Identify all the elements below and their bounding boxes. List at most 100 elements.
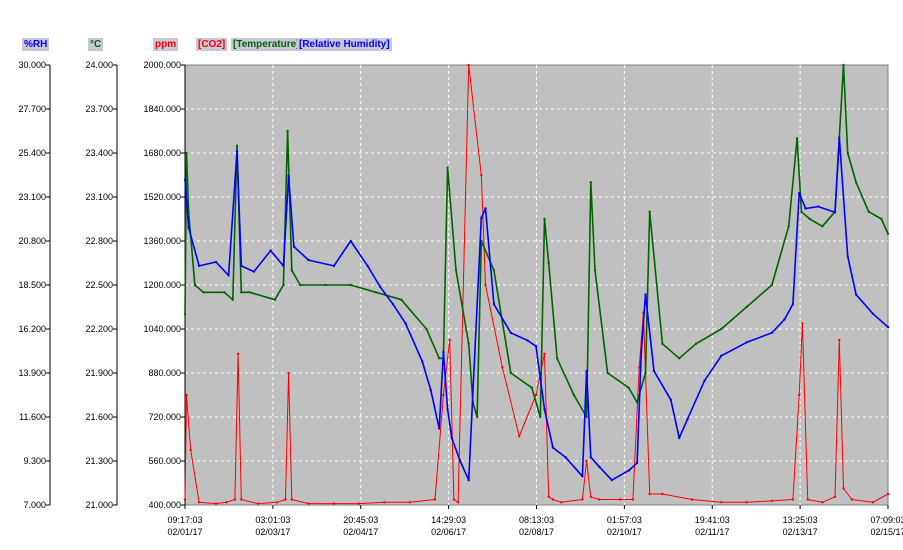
data-point-co2: [638, 366, 641, 369]
data-point-humidity: [307, 258, 310, 262]
x-tick-date: 02/04/17: [343, 527, 378, 537]
data-point-co2: [720, 501, 723, 504]
data-point-co2: [850, 498, 854, 501]
data-point-humidity: [846, 255, 849, 258]
data-point-co2: [467, 63, 470, 67]
co2-unit-label: ppm: [153, 38, 179, 51]
data-point-humidity: [404, 322, 407, 325]
data-point-humidity: [269, 249, 272, 252]
co2-tick-label: 1840.000: [143, 104, 181, 114]
data-point-humidity: [585, 369, 588, 373]
data-point-humidity: [534, 345, 538, 348]
legend-relative-humidity[interactable]: [Relative Humidity]: [297, 38, 392, 51]
axes: 30.000 27.700 25.400 23.100 20.800 18.500 16.2…: [18, 60, 903, 537]
data-point-temperature: [374, 291, 378, 294]
data-point-temperature: [661, 342, 664, 345]
data-point-co2: [534, 393, 538, 397]
data-point-temperature: [547, 261, 550, 265]
data-point-humidity: [543, 408, 546, 411]
co2-tick-label: 880.000: [148, 368, 181, 378]
co2-tick-label: 1040.000: [143, 324, 181, 334]
data-point-humidity: [770, 331, 774, 334]
data-point-humidity: [442, 350, 445, 354]
data-point-co2: [442, 393, 445, 397]
data-point-co2: [501, 366, 504, 369]
data-point-humidity: [227, 274, 230, 277]
data-point-humidity: [678, 436, 681, 440]
x-tick-time: 03:01:03: [255, 515, 290, 525]
data-point-co2: [183, 498, 187, 501]
data-point-co2: [581, 498, 584, 501]
data-point-humidity: [783, 318, 786, 321]
x-tick-date: 02/11/17: [695, 527, 729, 537]
data-point-co2: [871, 501, 875, 504]
data-point-temperature: [678, 357, 681, 360]
data-point-co2: [798, 393, 801, 397]
co2-tick-label: 720.000: [148, 412, 181, 422]
data-point-co2: [518, 435, 521, 438]
data-point-co2: [185, 393, 188, 397]
data-point-humidity: [446, 408, 449, 411]
data-point-co2: [197, 501, 201, 504]
humidity-tick-label: 23.100: [18, 192, 46, 202]
data-point-humidity: [798, 192, 801, 195]
data-point-temperature: [821, 225, 824, 228]
data-point-co2: [233, 498, 237, 501]
data-point-co2: [290, 498, 293, 501]
data-point-temperature: [299, 283, 302, 287]
data-point-temperature: [572, 393, 576, 397]
legend-temperature[interactable]: [Temperature]: [231, 38, 302, 51]
data-point-temperature: [886, 232, 890, 235]
data-point-co2: [838, 338, 841, 342]
x-tick-time: 09:17:03: [167, 515, 202, 525]
data-point-co2: [307, 502, 310, 505]
data-point-temperature: [854, 181, 858, 184]
x-tick-time: 07:09:03: [870, 515, 903, 525]
data-point-humidity: [214, 260, 218, 264]
co2-tick-label: 1360.000: [143, 236, 181, 246]
data-point-humidity: [627, 469, 630, 472]
data-point-temperature: [475, 415, 479, 419]
data-point-humidity: [438, 427, 441, 430]
legend-co2[interactable]: [CO2]: [196, 38, 228, 51]
co2-tick-label: 400.000: [148, 500, 181, 510]
data-point-co2: [383, 501, 386, 504]
humidity-tick-label: 20.800: [18, 236, 46, 246]
data-point-co2: [547, 495, 550, 498]
data-point-temperature: [492, 269, 496, 272]
temperature-tick-label: 21.300: [85, 456, 113, 466]
data-point-humidity: [183, 178, 187, 181]
x-tick-date: 02/13/17: [783, 527, 818, 537]
data-point-co2: [484, 283, 487, 287]
data-point-temperature: [593, 269, 597, 272]
data-point-temperature: [555, 357, 559, 360]
data-point-temperature: [606, 371, 609, 375]
data-point-humidity: [871, 312, 875, 315]
data-point-co2: [448, 338, 451, 342]
data-point-co2: [806, 498, 809, 501]
data-point-temperature: [438, 357, 441, 360]
data-point-humidity: [480, 216, 483, 220]
temperature-tick-label: 24.000: [85, 60, 113, 70]
data-point-humidity: [791, 302, 795, 306]
data-point-co2: [801, 322, 804, 325]
data-point-temperature: [720, 327, 723, 331]
data-point-temperature: [635, 401, 639, 404]
data-point-humidity: [484, 207, 487, 210]
data-point-temperature: [202, 291, 205, 294]
data-point-humidity: [421, 360, 424, 363]
data-point-co2: [543, 352, 546, 355]
data-point-co2: [631, 498, 635, 501]
data-point-humidity: [197, 264, 201, 268]
data-point-co2: [619, 498, 622, 501]
data-point-co2: [332, 502, 336, 505]
data-point-temperature: [290, 269, 293, 272]
data-point-humidity: [686, 417, 689, 421]
x-tick-time: 19:41:03: [695, 515, 730, 525]
data-point-humidity: [492, 302, 496, 306]
data-point-humidity: [644, 293, 647, 296]
data-point-humidity: [450, 436, 453, 440]
data-point-temperature: [770, 283, 774, 287]
data-point-temperature: [808, 217, 811, 221]
temperature-tick-label: 23.400: [85, 148, 113, 158]
